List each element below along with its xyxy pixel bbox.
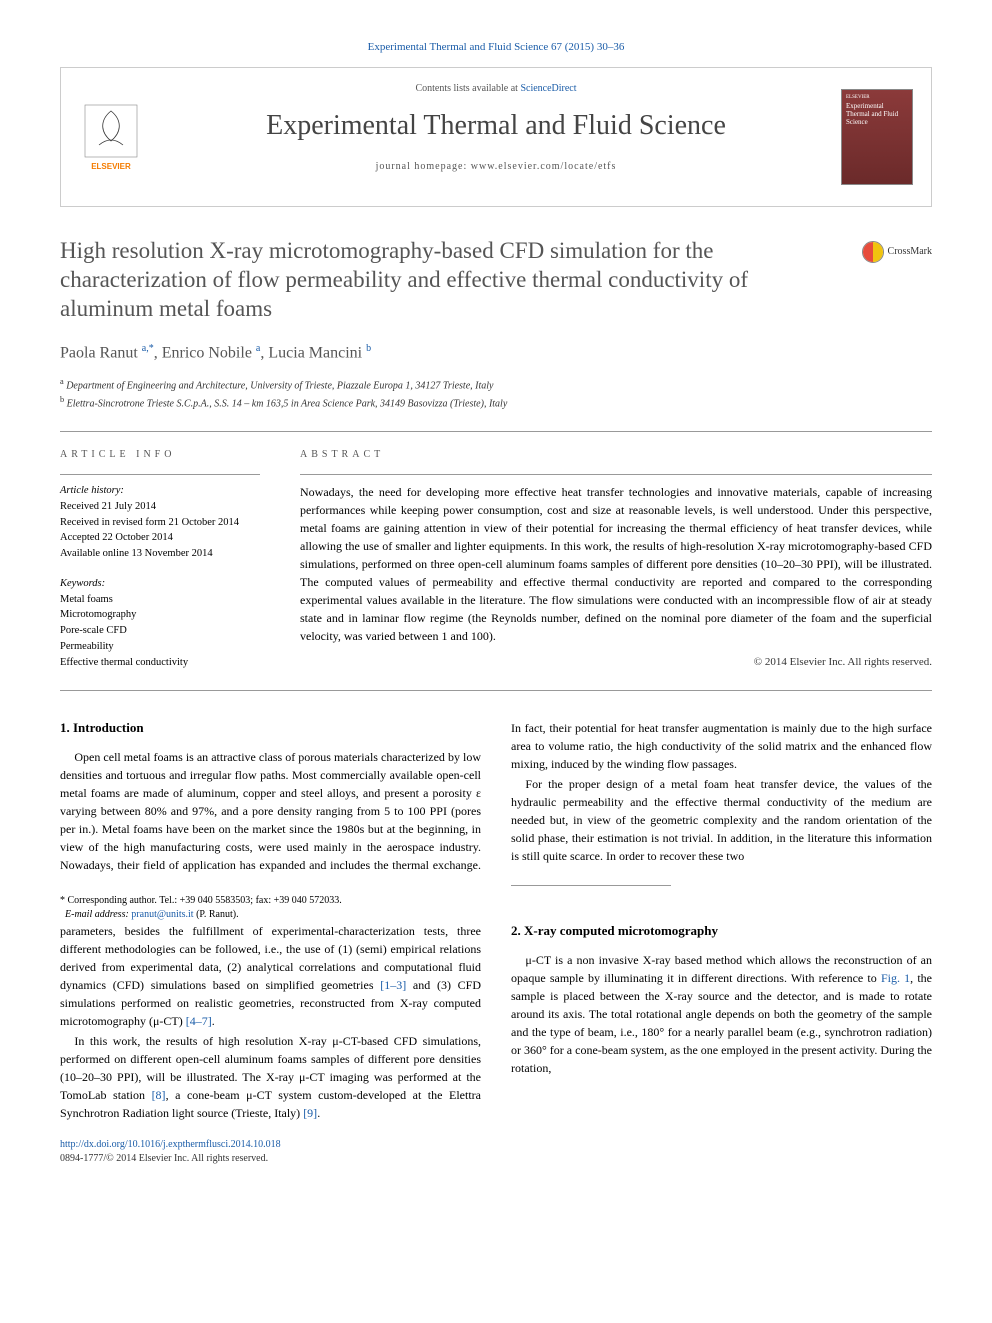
s1-p2-part-a: For the proper design of a metal foam he… bbox=[511, 775, 932, 865]
keyword-3: Permeability bbox=[60, 641, 114, 652]
article-title: High resolution X-ray microtomography-ba… bbox=[60, 237, 932, 323]
rule-top bbox=[60, 431, 932, 432]
rule-info bbox=[60, 474, 260, 475]
section-2-heading: 2. X-ray computed microtomography bbox=[511, 922, 932, 940]
s1-p2-part-b: parameters, besides the fulfillment of e… bbox=[60, 922, 481, 1030]
article-history: Article history: Received 21 July 2014 R… bbox=[60, 483, 260, 562]
footnote-rule bbox=[511, 885, 671, 886]
footer-doi-block: http://dx.doi.org/10.1016/j.expthermflus… bbox=[60, 1138, 932, 1166]
corr-email-link[interactable]: pranut@units.it bbox=[131, 909, 193, 920]
rule-bottom bbox=[60, 690, 932, 691]
s1-p2d-text: . bbox=[212, 1014, 215, 1028]
cover-title: Experimental Thermal and Fluid Science bbox=[846, 103, 908, 126]
history-online: Available online 13 November 2014 bbox=[60, 548, 213, 559]
crossmark-badge[interactable]: CrossMark bbox=[862, 241, 932, 263]
history-received: Received 21 July 2014 bbox=[60, 501, 156, 512]
affiliation-b: b Elettra-Sincrotrone Trieste S.C.p.A., … bbox=[60, 394, 932, 411]
journal-reference: Experimental Thermal and Fluid Science 6… bbox=[60, 40, 932, 55]
keyword-0: Metal foams bbox=[60, 594, 113, 605]
svg-text:ELSEVIER: ELSEVIER bbox=[91, 162, 131, 171]
ref-1-3[interactable]: [1–3] bbox=[380, 978, 406, 992]
affiliation-a: a Department of Engineering and Architec… bbox=[60, 376, 932, 393]
body-text: 1. Introduction Open cell metal foams is… bbox=[60, 719, 932, 1122]
journal-homepage: journal homepage: www.elsevier.com/locat… bbox=[79, 160, 913, 174]
rule-abstract bbox=[300, 474, 932, 475]
homepage-prefix: journal homepage: bbox=[376, 161, 471, 172]
journal-header-box: ELSEVIER Contents lists available at Sci… bbox=[60, 67, 932, 207]
history-revised: Received in revised form 21 October 2014 bbox=[60, 517, 239, 528]
contents-prefix: Contents lists available at bbox=[415, 83, 520, 94]
journal-title: Experimental Thermal and Fluid Science bbox=[79, 106, 913, 145]
s2-p1a-text: μ-CT is a non invasive X-ray based metho… bbox=[511, 953, 932, 985]
s1-p2a-text: For the proper design of a metal foam he… bbox=[511, 777, 932, 863]
keywords-block: Keywords: Metal foams Microtomography Po… bbox=[60, 576, 260, 671]
ref-4-7[interactable]: [4–7] bbox=[186, 1014, 212, 1028]
abstract-heading: ABSTRACT bbox=[300, 448, 932, 462]
affiliations: a Department of Engineering and Architec… bbox=[60, 376, 932, 411]
corr-name: (P. Ranut). bbox=[196, 909, 239, 920]
ref-9[interactable]: [9] bbox=[303, 1106, 317, 1120]
section-1-heading: 1. Introduction bbox=[60, 719, 481, 737]
sciencedirect-link[interactable]: ScienceDirect bbox=[520, 83, 576, 94]
s1-p3: In this work, the results of high resolu… bbox=[60, 1032, 481, 1122]
issn-copyright: 0894-1777/© 2014 Elsevier Inc. All right… bbox=[60, 1153, 268, 1164]
fig-1-link[interactable]: Fig. 1 bbox=[881, 971, 910, 985]
crossmark-icon bbox=[862, 241, 884, 263]
corr-text: Corresponding author. Tel.: +39 040 5583… bbox=[68, 895, 342, 906]
corr-email-label: E-mail address: bbox=[65, 909, 129, 920]
journal-cover-thumbnail: ELSEVIER Experimental Thermal and Fluid … bbox=[841, 89, 913, 185]
s1-p3c-text: . bbox=[317, 1106, 320, 1120]
homepage-url: www.elsevier.com/locate/etfs bbox=[471, 161, 617, 172]
authors: Paola Ranut a,*, Enrico Nobile a, Lucia … bbox=[60, 342, 932, 365]
ref-8[interactable]: [8] bbox=[152, 1088, 166, 1102]
abstract-text: Nowadays, the need for developing more e… bbox=[300, 483, 932, 645]
s2-p1b-text: , the sample is placed between the X-ray… bbox=[511, 971, 932, 1075]
history-label: Article history: bbox=[60, 485, 124, 496]
article-info-heading: ARTICLE INFO bbox=[60, 448, 260, 462]
elsevier-logo: ELSEVIER bbox=[79, 101, 143, 173]
abstract-column: ABSTRACT Nowadays, the need for developi… bbox=[300, 448, 932, 670]
affiliation-a-text: Department of Engineering and Architectu… bbox=[66, 381, 493, 392]
corr-star: * bbox=[60, 895, 65, 906]
keyword-1: Microtomography bbox=[60, 609, 136, 620]
corresponding-author: * Corresponding author. Tel.: +39 040 55… bbox=[60, 894, 932, 922]
article-info-column: ARTICLE INFO Article history: Received 2… bbox=[60, 448, 260, 670]
history-accepted: Accepted 22 October 2014 bbox=[60, 532, 173, 543]
keyword-2: Pore-scale CFD bbox=[60, 625, 127, 636]
affiliation-b-text: Elettra-Sincrotrone Trieste S.C.p.A., S.… bbox=[67, 398, 508, 409]
doi-link[interactable]: http://dx.doi.org/10.1016/j.expthermflus… bbox=[60, 1139, 281, 1150]
keyword-4: Effective thermal conductivity bbox=[60, 657, 188, 668]
info-abstract-row: ARTICLE INFO Article history: Received 2… bbox=[60, 448, 932, 670]
crossmark-label: CrossMark bbox=[888, 246, 932, 259]
cover-publisher: ELSEVIER bbox=[846, 94, 908, 101]
article-title-text: High resolution X-ray microtomography-ba… bbox=[60, 238, 748, 321]
s2-p1: μ-CT is a non invasive X-ray based metho… bbox=[511, 951, 932, 1077]
contents-available: Contents lists available at ScienceDirec… bbox=[79, 82, 913, 96]
abstract-copyright: © 2014 Elsevier Inc. All rights reserved… bbox=[300, 655, 932, 670]
keywords-label: Keywords: bbox=[60, 576, 260, 592]
